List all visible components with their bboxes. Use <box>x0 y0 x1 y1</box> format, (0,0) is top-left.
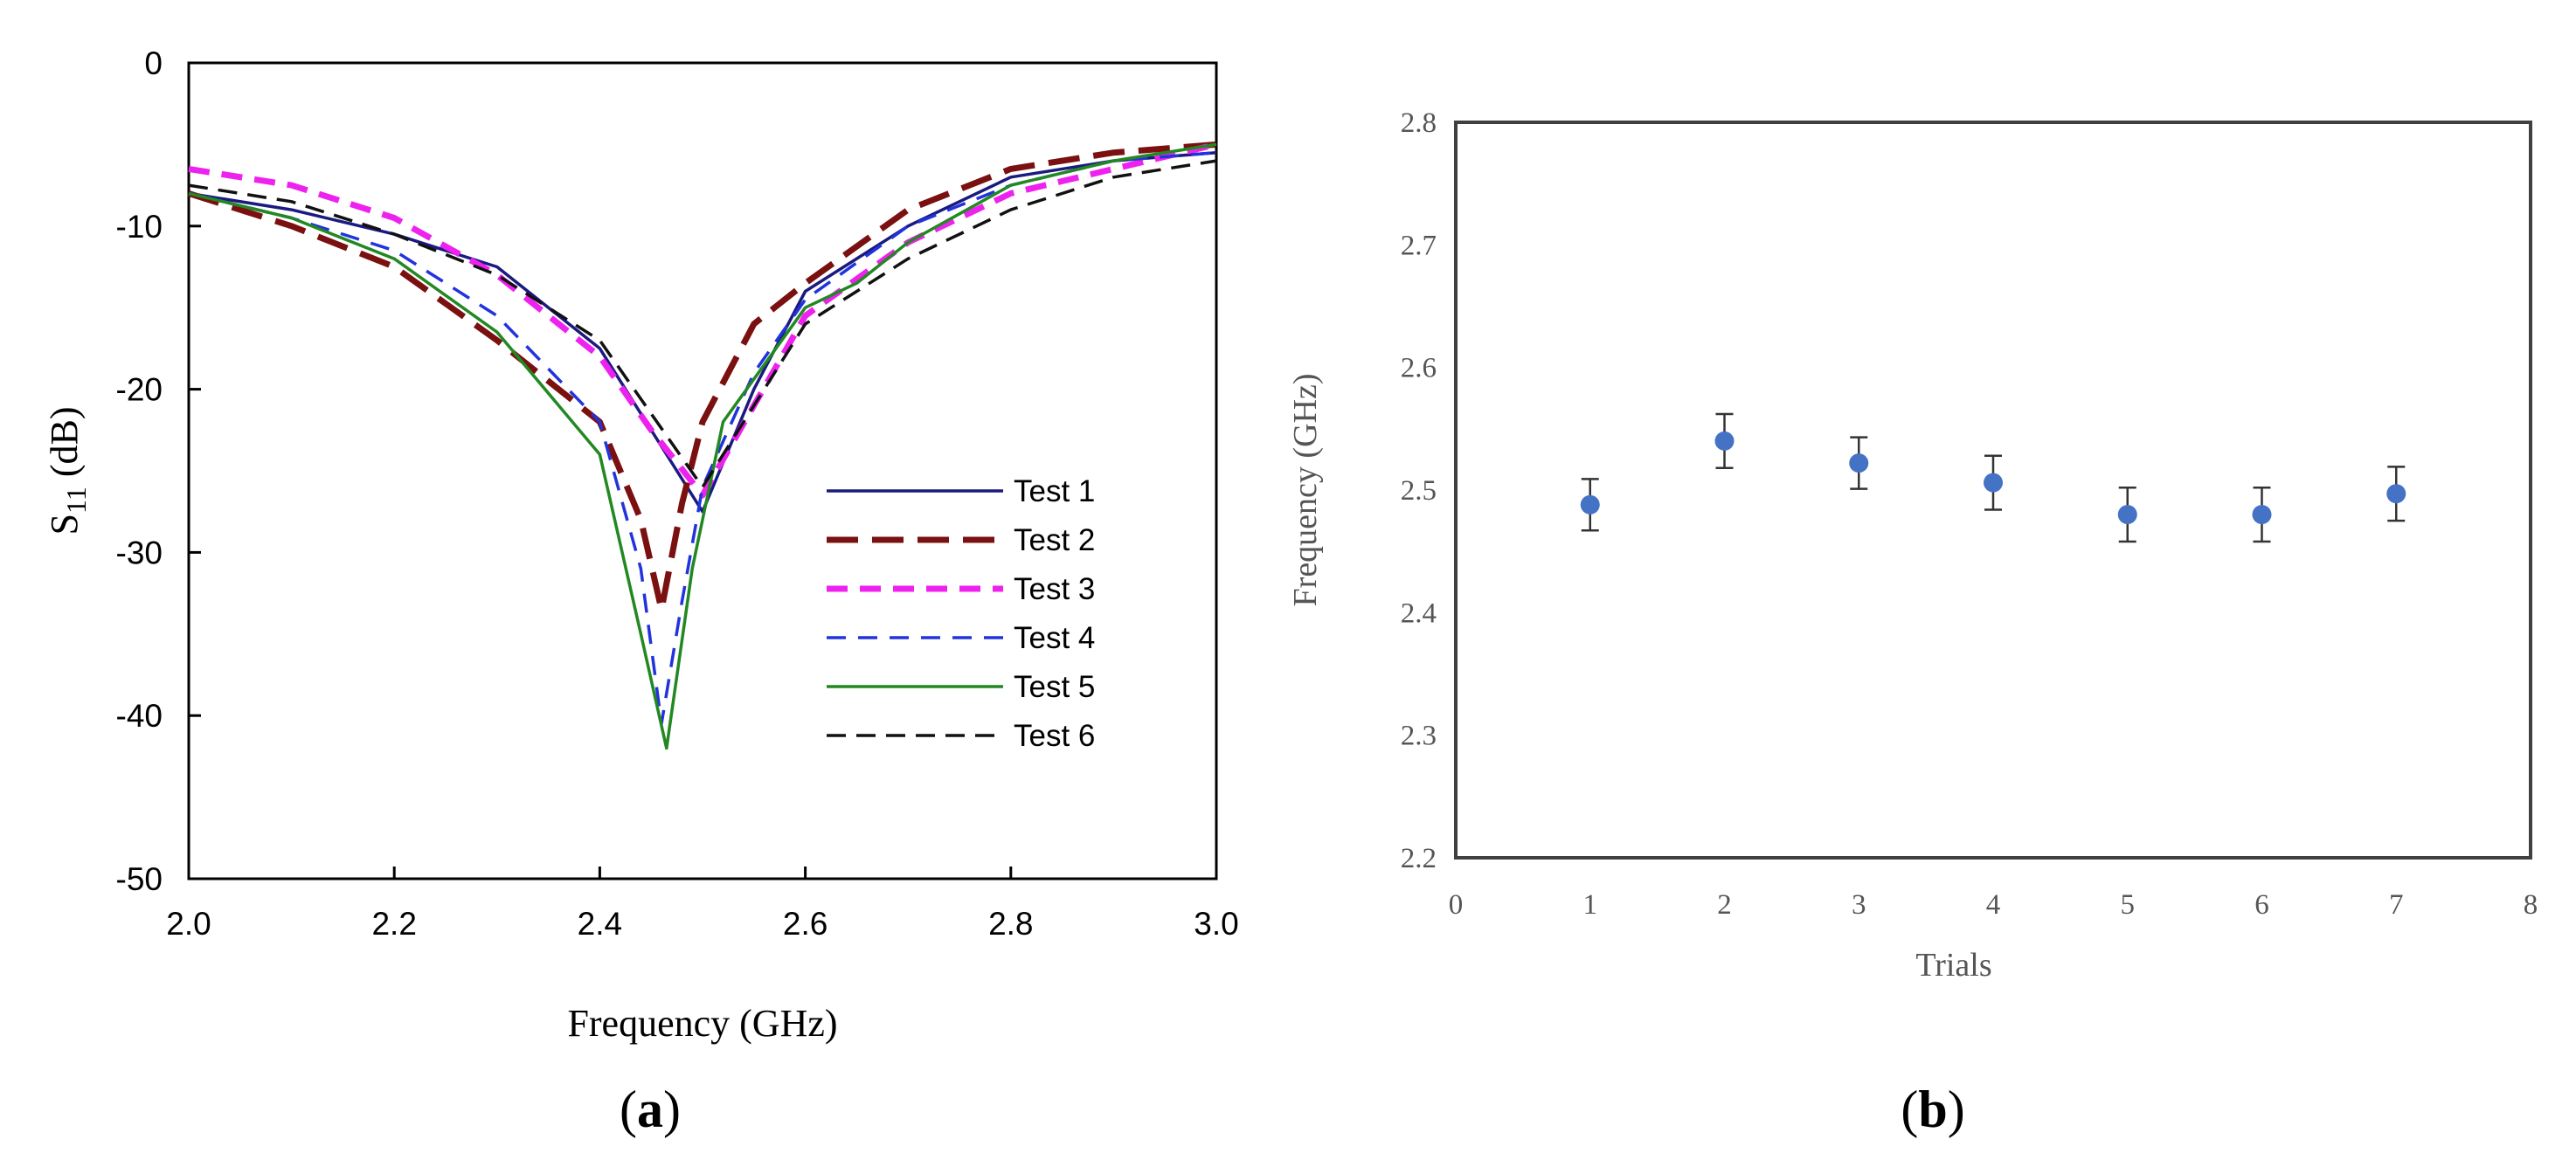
panel-a-y-tick-label: -20 <box>116 372 163 408</box>
panel-b-y-tick-label: 2.7 <box>1401 230 1437 261</box>
panel-a-series-line-4 <box>188 150 1217 726</box>
panel-a-y-axis-label-main: S <box>43 514 86 535</box>
panel-a-legend-label-5: Test 5 <box>1014 670 1095 704</box>
panel-a-series-group <box>187 141 1217 750</box>
panel-b-x-tick-label: 0 <box>1449 889 1464 921</box>
panel-a-y-axis-label: S11 (dB) <box>43 407 92 535</box>
panel-b-y-tick-label: 2.6 <box>1401 353 1437 384</box>
panel-b-x-tick-label: 6 <box>2254 889 2269 921</box>
panel-b-y-tick-label: 2.8 <box>1401 107 1437 139</box>
panel-a-y-axis-label-unit: (dB) <box>43 407 86 487</box>
panel-a-x-tick-label: 2.4 <box>578 906 622 942</box>
panel-a-x-tick-label: 2.2 <box>371 906 416 942</box>
panel-a-x-ticks: 2.0 2.2 2.4 2.6 2.8 3.0 <box>166 867 1239 942</box>
panel-a-legend-label-3: Test 3 <box>1014 572 1095 606</box>
panel-a-series-line-6 <box>188 159 1217 489</box>
panel-a-series-line-3 <box>188 141 1217 499</box>
panel-a-series-line-1 <box>188 150 1217 514</box>
panel-b-y-tick-label: 2.4 <box>1401 597 1437 629</box>
panel-a-legend-label-4: Test 4 <box>1014 621 1095 655</box>
panel-a-y-tick-label: -10 <box>116 209 163 245</box>
panel-b-data-point <box>1984 473 2003 493</box>
panel-a-y-tick-label: 0 <box>144 45 163 81</box>
panel-b-y-tick-label: 2.3 <box>1401 721 1437 752</box>
panel-b-data-point <box>2117 505 2137 525</box>
panel-a-x-tick-label: 3.0 <box>1194 906 1238 942</box>
panel-a-plot-frame <box>187 61 1218 880</box>
panel-b-data-point <box>2252 505 2272 525</box>
panel-a-y-axis-label-subscript: 11 <box>60 487 92 514</box>
panel-b-points-group <box>1580 412 2406 543</box>
panel-a-x-tick-label: 2.8 <box>988 906 1033 942</box>
panel-b-y-ticks: 2.2 2.3 2.4 2.5 2.6 2.7 2.8 <box>1401 107 1437 874</box>
panel-b-x-tick-label: 4 <box>1986 889 2001 921</box>
panel-b-x-tick-label: 5 <box>2121 889 2136 921</box>
panel-b-data-point <box>1714 431 1735 451</box>
panel-a: 0 -10 -20 -30 -40 -50 2.0 2.2 2.4 2.6 2.8 3.0 Test… <box>43 45 1239 1138</box>
panel-a-y-tick-label: -30 <box>116 535 163 570</box>
panel-a-y-tick-label: -50 <box>116 861 163 897</box>
panel-b-x-tick-label: 2 <box>1717 889 1732 921</box>
panel-b-x-ticks: 0 1 2 3 4 5 6 7 8 <box>1449 889 2538 921</box>
panel-b: 2.2 2.3 2.4 2.5 2.6 2.7 2.8 0 1 2 3 4 5 6 7 8 Trials F… <box>1287 107 2538 1138</box>
panel-b-x-tick-label: 8 <box>2524 889 2538 921</box>
panel-a-label: (a) <box>620 1081 681 1138</box>
panel-a-x-tick-label: 2.6 <box>783 906 828 942</box>
panel-b-y-tick-label: 2.2 <box>1401 843 1437 874</box>
panel-a-y-ticks: 0 -10 -20 -30 -40 -50 <box>116 45 201 897</box>
panel-a-legend-label-2: Test 2 <box>1014 523 1095 557</box>
panel-a-y-tick-label: -40 <box>116 698 163 734</box>
panel-a-legend-label-6: Test 6 <box>1014 719 1095 753</box>
panel-b-data-point <box>1849 453 1869 473</box>
panel-a-series-line-2 <box>187 141 1217 613</box>
panel-a-x-axis-label: Frequency (GHz) <box>567 1002 837 1045</box>
panel-b-data-point <box>1580 494 1600 514</box>
panel-b-label: (b) <box>1901 1081 1964 1138</box>
panel-b-data-point <box>2386 484 2406 504</box>
panel-a-x-tick-label: 2.0 <box>166 906 211 942</box>
panel-b-y-axis-label: Frequency (GHz) <box>1287 374 1324 607</box>
panel-a-legend-label-1: Test 1 <box>1014 474 1095 508</box>
panel-b-x-axis-label: Trials <box>1915 947 1991 984</box>
panel-b-plot-frame <box>1454 121 2532 860</box>
panel-b-x-tick-label: 7 <box>2389 889 2404 921</box>
panel-b-y-tick-label: 2.5 <box>1401 475 1437 507</box>
panel-b-x-tick-label: 1 <box>1583 889 1598 921</box>
panel-b-x-tick-label: 3 <box>1852 889 1866 921</box>
panel-a-legend: Test 1 Test 2 Test 3 Test 4 Test 5 Test 6 <box>827 474 1095 753</box>
panel-a-series-line-5 <box>188 142 1217 750</box>
